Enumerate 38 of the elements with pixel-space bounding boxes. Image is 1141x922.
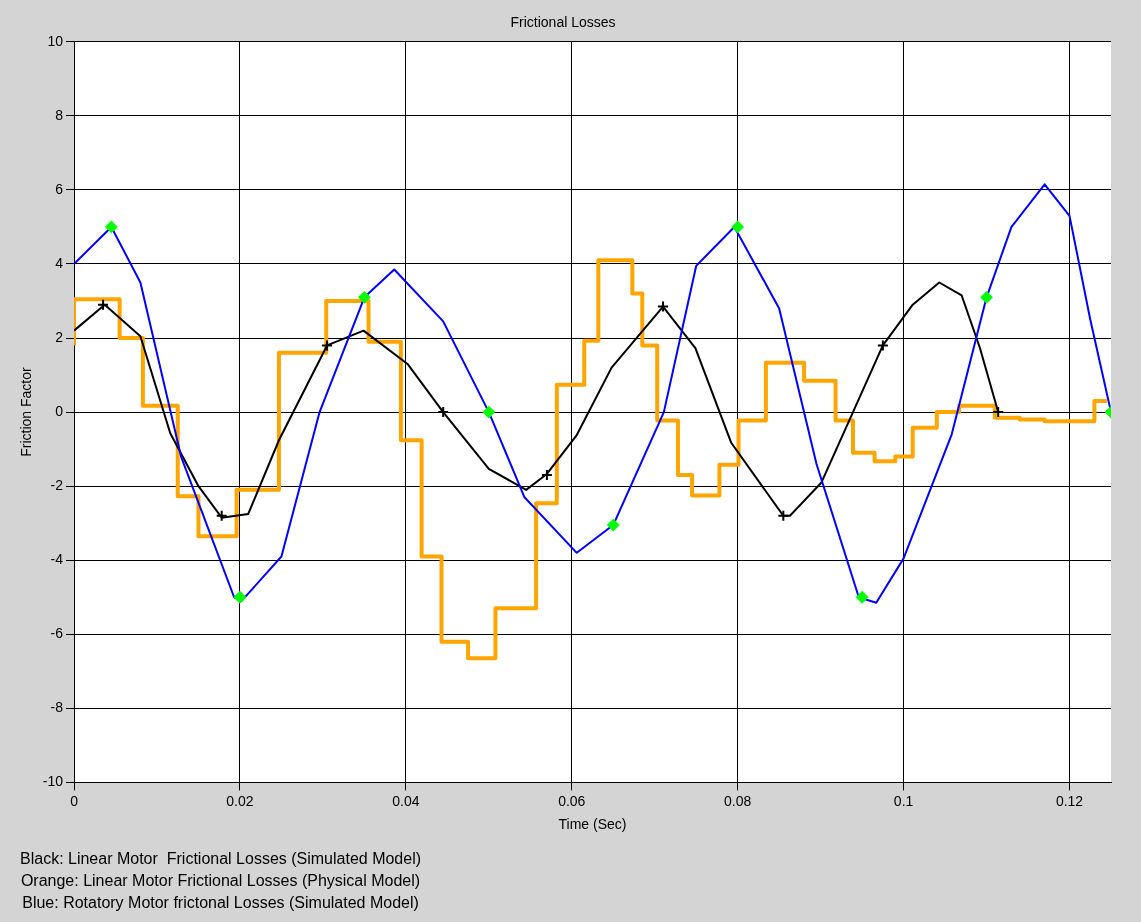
y-tick-label: -4 [50,551,64,568]
y-tick-label: -10 [42,773,64,790]
y-tick-label: 8 [55,106,64,123]
y-tick-label: -6 [50,625,64,642]
y-tick-label: 2 [55,328,64,345]
point [980,291,993,304]
y-tick-label: 10 [47,32,64,49]
x-tick-label: 0.06 [558,792,586,809]
x-tick-label: 0.12 [1055,792,1084,809]
point [105,220,118,233]
y-tick-label: 0 [55,402,64,419]
y-tick-label: -2 [50,477,64,494]
y-axis-title: Friction Factor [18,367,35,457]
x-tick-label: 0.04 [392,792,420,809]
x-tick-label: 0.02 [226,792,254,809]
point [607,519,620,532]
point [233,591,246,604]
point [876,339,889,352]
text: Blue: Rotatory Motor frictonal Losses (Simulated Model) [21,893,420,913]
point [358,291,371,304]
y-tick-label: 6 [55,180,64,197]
x-tick-label: 0.1 [893,792,914,809]
x-tick-label: 0 [70,792,79,809]
x-axis-title: Time (Sec) [558,816,627,833]
y-tick-label: 4 [55,254,64,271]
point [731,220,744,233]
point [856,591,869,604]
point [97,298,110,311]
chart-title: Frictional Losses [510,14,616,31]
text: Black: Linear Motor Frictional Losses (Simulated Model) [20,849,422,869]
text: Orange: Linear Motor Frictional Losses (Physical Model) [20,871,422,891]
point [657,300,670,313]
point [215,509,228,522]
point [321,339,334,352]
point [482,406,495,419]
y-tick-label: -8 [50,699,64,716]
point [777,509,790,522]
x-tick-label: 0.08 [724,792,752,809]
